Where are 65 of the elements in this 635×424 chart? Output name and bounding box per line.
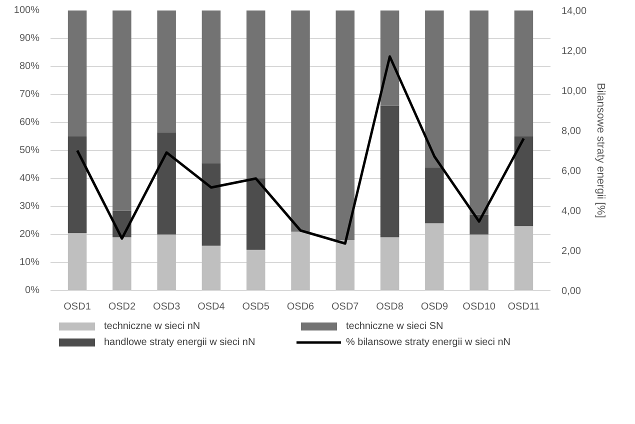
y-tick-label: 60% — [19, 117, 40, 128]
bar — [112, 10, 132, 211]
bar — [246, 10, 266, 178]
y-tick-label: 10% — [19, 257, 40, 268]
legend-label: % bilansowe straty energii w sieci nN — [346, 336, 512, 349]
x-tick-label: OSD8 — [376, 302, 404, 312]
bar — [425, 167, 444, 224]
y-tick-label: 100% — [14, 5, 40, 16]
x-tick-label: OSD4 — [198, 302, 226, 312]
x-tick-label: OSD7 — [332, 302, 360, 312]
bar — [336, 240, 355, 290]
y-tick-label: 90% — [19, 33, 40, 44]
y-tick-label: 40% — [19, 173, 40, 184]
bar — [514, 136, 534, 226]
y2-tick-label: 12,00 — [562, 46, 587, 57]
y2-axis-title: Bilansowe straty energii [%] — [594, 82, 607, 218]
x-tick-label: OSD1 — [64, 302, 92, 312]
bar — [202, 10, 221, 164]
bar — [202, 163, 221, 246]
bar — [470, 10, 488, 215]
bar — [425, 223, 444, 290]
x-tick-label: OSD9 — [420, 302, 448, 312]
bar — [336, 10, 355, 240]
bar — [380, 106, 400, 238]
bar — [380, 237, 400, 290]
bar — [246, 178, 266, 250]
y-tick-label: 30% — [19, 201, 40, 212]
x-tick-label: OSD11 — [508, 302, 540, 312]
y-tick-label: 70% — [19, 89, 40, 100]
y2-tick-label: 4,00 — [562, 206, 582, 217]
bar — [68, 136, 87, 234]
y2-tick-label: 2,00 — [562, 246, 582, 257]
bar — [68, 233, 87, 290]
x-tick-label: OSD2 — [108, 302, 136, 312]
bar — [202, 246, 221, 290]
bar — [291, 232, 310, 290]
bar — [291, 10, 310, 232]
x-tick-label: OSD10 — [462, 302, 496, 312]
legend-label: techniczne w sieci nN — [104, 320, 202, 333]
y2-tick-label: 8,00 — [562, 126, 582, 137]
bar — [470, 234, 488, 290]
bar — [157, 234, 176, 290]
legend-label: handlowe straty energii w sieci nN — [104, 336, 256, 349]
y-tick-label: 80% — [19, 61, 40, 72]
x-tick-label: OSD3 — [152, 302, 181, 312]
x-tick-label: OSD5 — [242, 302, 270, 312]
y-tick-label: 0% — [25, 285, 40, 296]
bar — [425, 10, 444, 168]
y-tick-label: 50% — [19, 145, 40, 156]
y-tick-label: 20% — [19, 229, 40, 240]
y2-tick-label: 10,00 — [562, 86, 587, 97]
bar — [112, 237, 132, 290]
line-series — [76, 55, 525, 245]
legend-label: techniczne w sieci SN — [346, 320, 444, 333]
bar — [514, 226, 534, 290]
y2-tick-label: 14,00 — [562, 6, 587, 17]
bar — [514, 10, 534, 136]
bar — [157, 132, 176, 234]
y2-tick-label: 0,00 — [562, 286, 582, 297]
x-tick-label: OSD6 — [286, 302, 315, 312]
bar — [68, 10, 87, 136]
y2-tick-label: 6,00 — [562, 166, 582, 177]
bar — [380, 10, 400, 106]
bar — [246, 250, 266, 290]
bar — [157, 10, 176, 132]
